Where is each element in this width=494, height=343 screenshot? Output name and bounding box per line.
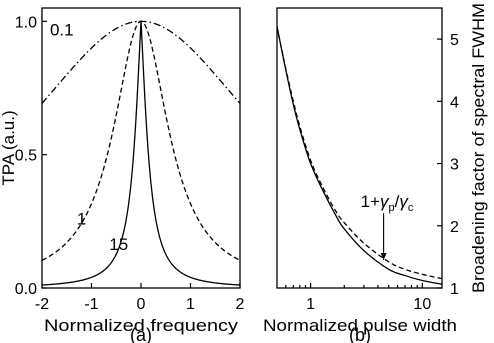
panel-b: 1 10 1 2 3 4 5 1+γp/γc Broadening factor of sp… — [263, 3, 488, 343]
panel-b-ylabel: Broadening factor of spectral FWHM — [469, 3, 488, 293]
panel-a-xtick-label: 2 — [236, 296, 245, 313]
panel-b-xtick-label: 1 — [306, 296, 315, 313]
panel-b-ytick-label: 1 — [450, 281, 459, 298]
panel-a-xtick-label: 0 — [137, 296, 146, 313]
panel-a-series — [41, 20, 241, 286]
panel-a-series-1 — [41, 20, 241, 261]
panel-b-arrowhead — [380, 253, 387, 260]
panel-b-xlabel: Normalized pulse width — [263, 316, 457, 335]
panel-a-xtick-label: 1 — [186, 296, 195, 313]
panel-a-ylabel: TPA (a.u.) — [0, 110, 18, 185]
panel-a: -2 -1 0 1 2 0.0 0.5 1.0 0.1 1 15 TPA (a.u.) Norma… — [0, 7, 245, 343]
panel-a-label: (a) — [130, 325, 152, 343]
panel-a-ytick-label: 0.5 — [15, 148, 37, 165]
panel-b-frame — [276, 7, 443, 289]
panel-b-series-0 — [276, 26, 443, 285]
panel-b-series — [276, 26, 443, 285]
panel-a-xlabel: Normalized frequency — [44, 316, 239, 335]
panel-a-annotations: 0.1 1 15 — [50, 20, 128, 254]
panel-a-curve-label: 15 — [109, 235, 128, 254]
panel-a-frame — [41, 7, 241, 289]
panel-a-xtick-label: -2 — [35, 296, 49, 313]
panel-b-ytick-label: 3 — [450, 157, 459, 174]
panel-b-label: (b) — [349, 325, 371, 343]
panel-b-annotations: 1+γp/γc — [361, 192, 414, 260]
panel-a-series-2 — [41, 21, 241, 286]
panel-b-ytick-label: 4 — [450, 94, 459, 111]
panel-a-xtick-label: -1 — [84, 296, 98, 313]
panel-b-ytick-label: 5 — [450, 32, 459, 49]
panel-b-xtick-label: 10 — [413, 296, 431, 313]
panel-b-series-1 — [276, 26, 443, 280]
panel-b-ticks: 1 10 1 2 3 4 5 — [285, 32, 459, 313]
panel-a-curve-label: 1 — [77, 210, 86, 229]
panel-a-ticks: -2 -1 0 1 2 0.0 0.5 1.0 — [15, 14, 245, 313]
panel-b-ytick-label: 2 — [450, 219, 459, 236]
panel-a-ytick-label: 0.0 — [15, 281, 37, 298]
panel-a-ytick-label: 1.0 — [15, 14, 37, 31]
panel-b-annotation: 1+γp/γc — [361, 192, 414, 214]
panel-a-curve-label: 0.1 — [50, 20, 74, 39]
